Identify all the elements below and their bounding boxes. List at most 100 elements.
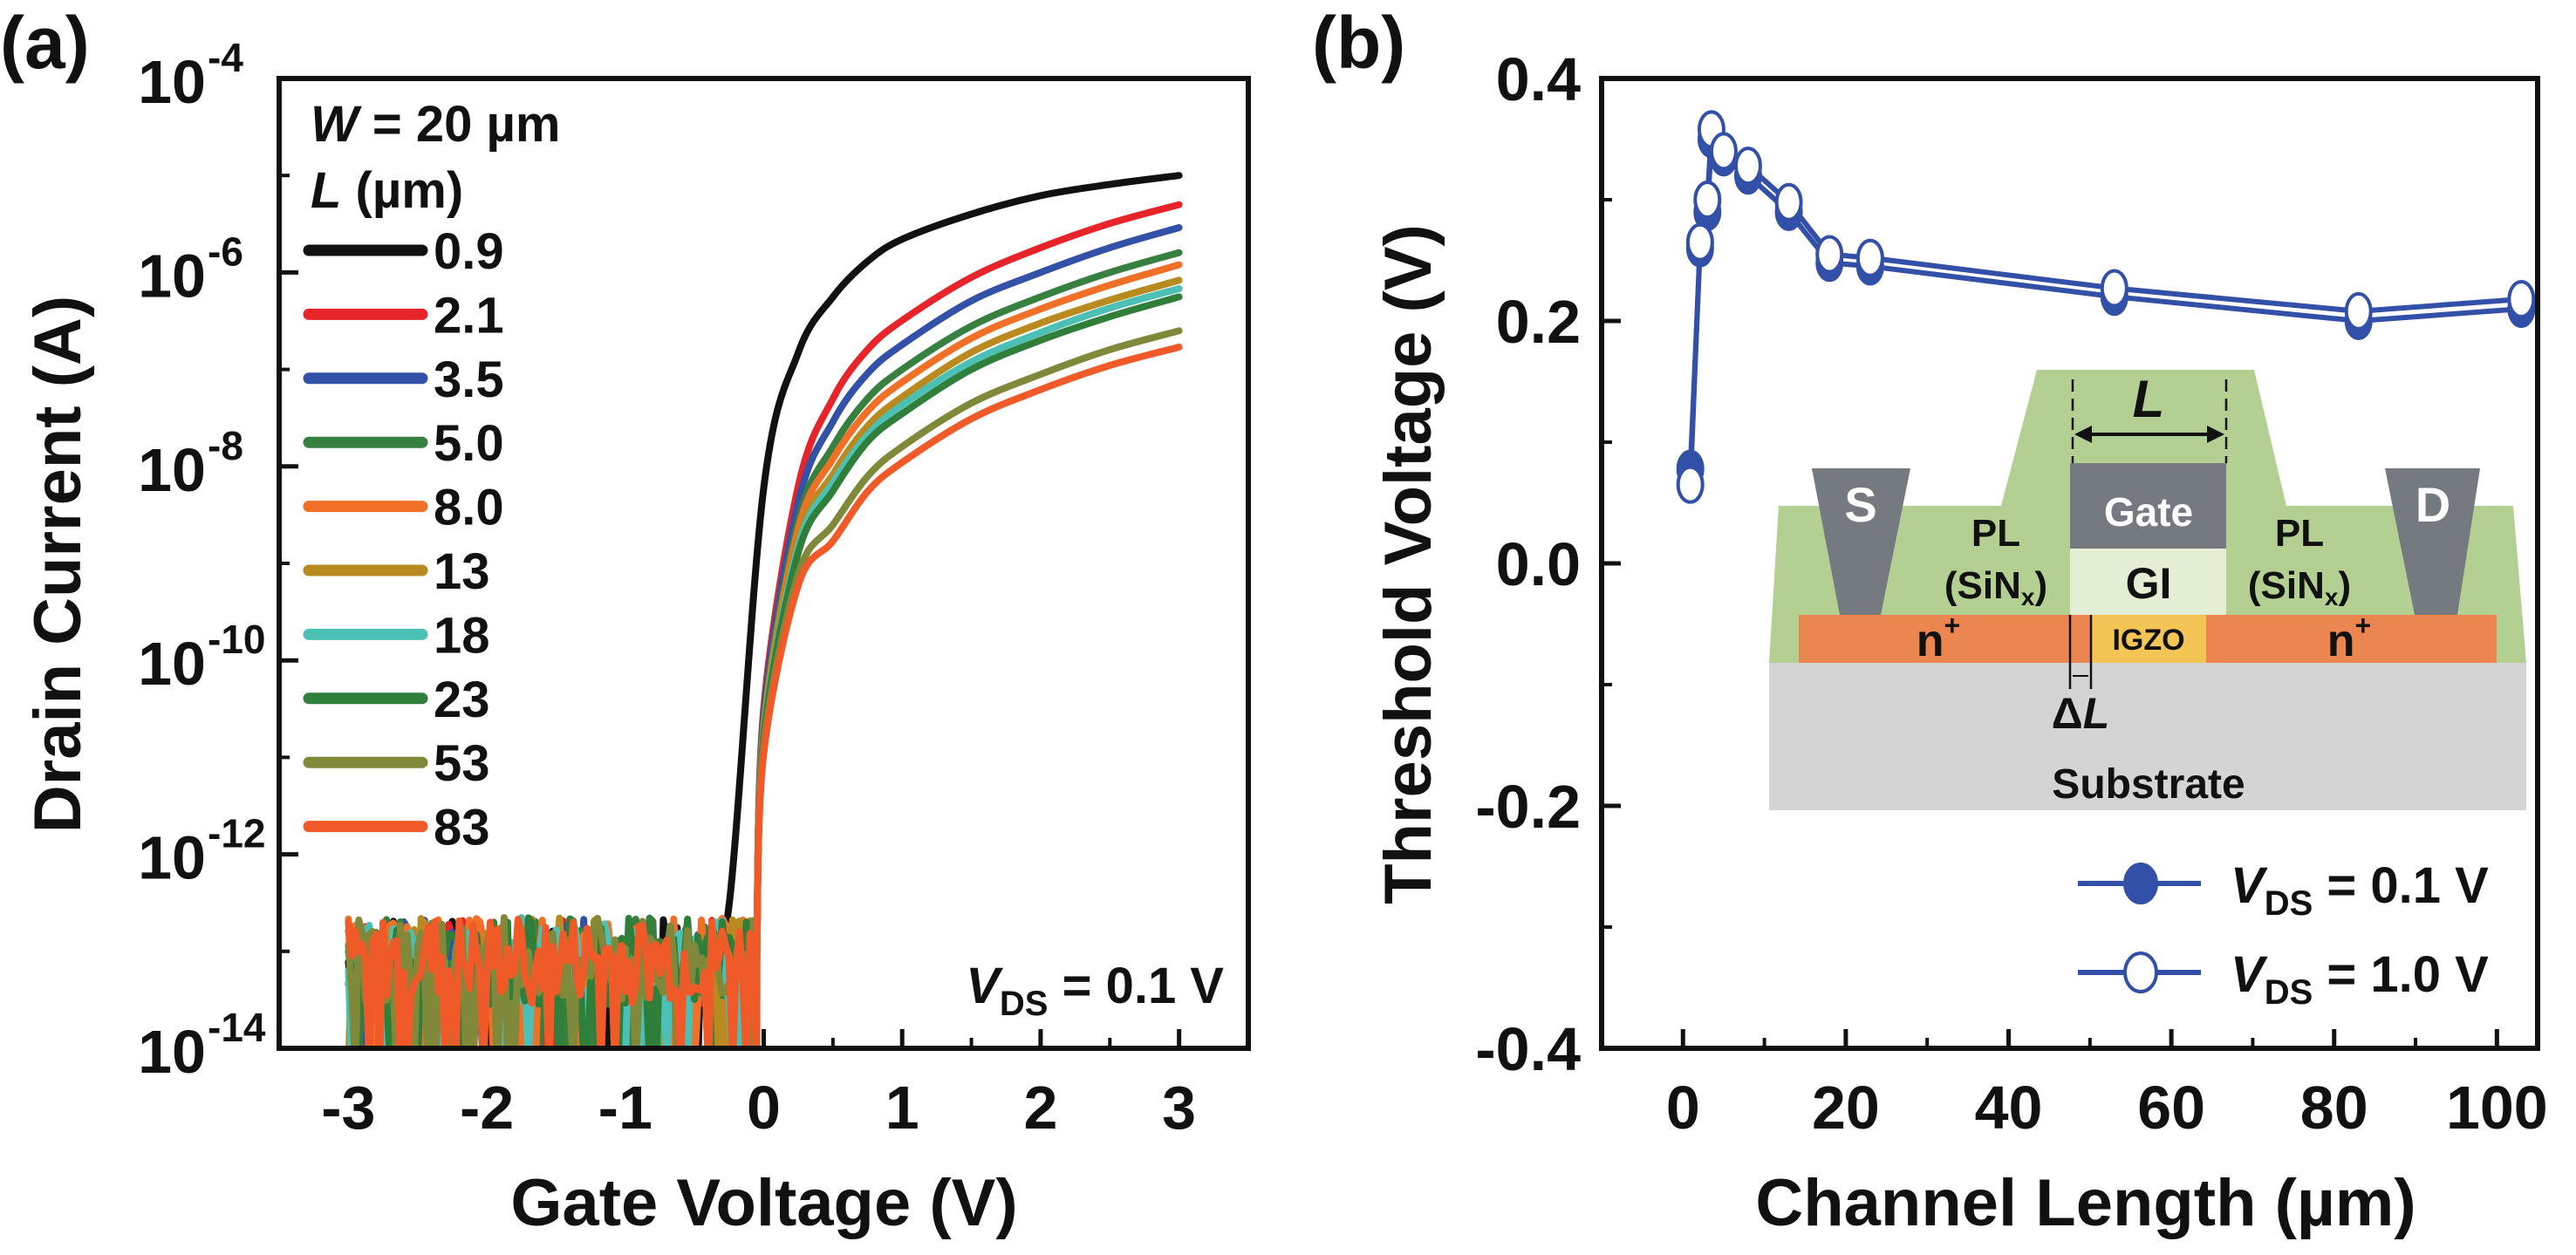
substrate-label: Substrate — [2052, 761, 2245, 808]
x-tick-label: 0 — [747, 1074, 781, 1142]
nplus-label-right: n+ — [2327, 610, 2371, 666]
arrow-head-left — [2074, 426, 2092, 443]
y-tick-label-exponent: -12 — [208, 811, 265, 856]
data-point-open-circle — [2344, 291, 2373, 331]
panel-b-threshold-voltage-chart: (b) 0 20 40 60 80 100 0.4 0.2 0.0 -0.2 -0.4 Channel … — [1312, 2, 2548, 1240]
y-tick-label-exponent: -4 — [208, 35, 243, 80]
y-tick-label: -0.2 — [1475, 773, 1581, 841]
legend-label: 83 — [434, 800, 490, 856]
delta-symbol: Δ — [2052, 689, 2083, 738]
y-tick-label-exponent: -8 — [208, 423, 243, 468]
pl-label-left: PL — [1971, 512, 2020, 555]
annotation-subscript: DS — [1000, 985, 1049, 1023]
legend-text: = 0.1 V — [2313, 857, 2489, 914]
y-tick-label-base: 10 — [138, 242, 206, 310]
igzo-channel — [2091, 615, 2206, 663]
data-point-open-circle — [1815, 235, 1844, 274]
x-tick-label: 40 — [1975, 1074, 2043, 1142]
x-tick-label: 3 — [1162, 1074, 1196, 1142]
pl-material-subscript: x — [2325, 583, 2339, 610]
source-electrode — [1812, 468, 1910, 615]
legend-label: 0.9 — [434, 223, 504, 280]
data-point-open-circle — [1693, 181, 1722, 219]
plot-frame — [277, 76, 1251, 1051]
y-tick-label: 0.2 — [1496, 288, 1581, 356]
y-tick-label-base: 10 — [138, 824, 206, 892]
nplus-text: n — [2327, 616, 2355, 666]
x-tick-label: 80 — [2300, 1074, 2368, 1142]
x-axis-title: Channel Length (µm) — [1755, 1166, 2415, 1240]
x-tick-label: 2 — [1023, 1074, 1057, 1142]
y-tick-label-exponent: -14 — [208, 1005, 266, 1050]
nplus-superscript: + — [2355, 610, 2372, 641]
pl-label-right: PL — [2275, 512, 2324, 555]
legend-label: 3.5 — [434, 351, 504, 408]
legend-label: 13 — [434, 543, 490, 600]
delta-l-variable: L — [2083, 689, 2110, 738]
drain-electrode — [2385, 468, 2480, 615]
legend-variable: V — [2231, 946, 2268, 1003]
annotation-text: = 0.1 V — [1048, 958, 1224, 1014]
panel-label: (a) — [0, 2, 90, 84]
pl-material-text: (SiN — [2248, 564, 2325, 607]
legend-header: L (µm) — [311, 162, 463, 219]
legend-marker-filled-circle — [2123, 863, 2158, 904]
x-tick-label: 1 — [885, 1074, 919, 1142]
data-point-open-circle — [1676, 465, 1705, 504]
legend-header-variable: W — [311, 96, 362, 153]
y-tick-label-base: 10 — [138, 630, 206, 698]
panel-a-drain-current-chart: (a)-3 -2 -1 0 1 2 310-410-610-810-1010-1210-14… — [0, 2, 1251, 1240]
data-point-open-circle — [1709, 132, 1738, 171]
data-point-open-circle — [1774, 182, 1803, 222]
legend-variable: V — [2231, 857, 2268, 914]
source-label: S — [1844, 477, 1876, 532]
y-tick-label-base: 10 — [138, 436, 206, 504]
curves — [345, 172, 1183, 1048]
legend-label: 23 — [434, 672, 490, 728]
legend-label: 53 — [434, 735, 490, 792]
data-point-open-circle — [2507, 279, 2536, 318]
legend-label: 2.1 — [434, 287, 504, 344]
pl-material-subscript: x — [2021, 583, 2035, 610]
gate-insulator — [2070, 549, 2226, 615]
y-axis-title: Threshold Voltage (V) — [1371, 224, 1445, 904]
pl-material-close: ) — [2034, 564, 2047, 607]
data-point-open-circle — [1685, 222, 1714, 262]
data-point-open-circle — [1855, 238, 1884, 277]
x-tick-label: 100 — [2446, 1074, 2548, 1142]
y-tick-label: 0.0 — [1496, 530, 1581, 598]
x-tick-label: 0 — [1666, 1074, 1700, 1142]
x-tick-label: -2 — [460, 1074, 514, 1142]
nplus-superscript: + — [1944, 610, 1961, 641]
device-cross-section-inset: LS DGateGIPL(SiNx)n+PL(SiNx)n+IGZOΔLSubst… — [1769, 370, 2526, 810]
legend-label: VDS = 1.0 V — [2231, 946, 2489, 1012]
nplus-label-left: n+ — [1917, 610, 1960, 666]
data-point-open-circle — [2100, 269, 2128, 308]
legend-text: = 1.0 V — [2313, 946, 2489, 1003]
pl-material-close: ) — [2338, 564, 2351, 607]
legend-header: W = 20 µm — [311, 96, 560, 153]
legend-header-text: (µm) — [341, 162, 463, 219]
x-tick-label: -3 — [321, 1074, 375, 1142]
substrate-layer — [1769, 663, 2526, 810]
panel-label: (b) — [1312, 2, 1405, 84]
gi-label: GI — [2126, 559, 2172, 608]
x-tick-label: 20 — [1812, 1074, 1880, 1142]
annotation-variable: V — [966, 958, 1003, 1014]
arrow-head-right — [2207, 426, 2224, 443]
pl-material-right: (SiNx) — [2248, 564, 2351, 610]
data-series — [1676, 110, 2536, 504]
y-tick-label-exponent: -6 — [208, 228, 243, 274]
delta-l-label: ΔL — [2052, 689, 2109, 738]
y-tick-label-exponent: -10 — [208, 617, 265, 662]
y-tick-label: -0.4 — [1475, 1015, 1581, 1083]
legend: W = 20 µm L (µm)0.9 2.1 3.5 5.0 8.0 13 18 23 53 83 — [303, 96, 560, 856]
plot-frame — [1599, 76, 2540, 1051]
y-axis-title: Drain Current (A) — [21, 296, 95, 833]
x-axis-title: Gate Voltage (V) — [510, 1166, 1017, 1240]
length-label: L — [2133, 370, 2165, 428]
nplus-text: n — [1917, 616, 1944, 666]
gate-label: Gate — [2104, 489, 2193, 535]
